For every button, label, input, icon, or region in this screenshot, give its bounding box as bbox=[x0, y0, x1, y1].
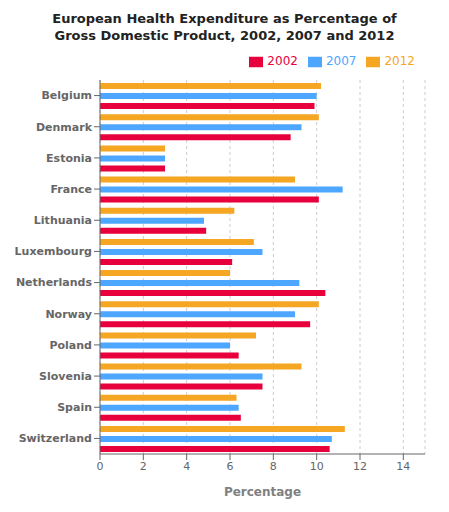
svg-text:10: 10 bbox=[310, 460, 324, 473]
svg-text:0: 0 bbox=[97, 460, 104, 473]
svg-text:Netherlands: Netherlands bbox=[16, 276, 93, 289]
svg-text:Estonia: Estonia bbox=[46, 152, 92, 165]
svg-text:Spain: Spain bbox=[57, 401, 92, 414]
svg-text:8: 8 bbox=[270, 460, 277, 473]
svg-text:Luxembourg: Luxembourg bbox=[15, 245, 92, 258]
svg-text:14: 14 bbox=[396, 460, 410, 473]
html-text:2007: 2007 bbox=[325, 54, 357, 68]
svg-text:2: 2 bbox=[140, 460, 147, 473]
svg-text:4: 4 bbox=[183, 460, 190, 473]
svg-text:Switzerland: Switzerland bbox=[19, 432, 92, 445]
svg-text:Percentage: Percentage bbox=[224, 485, 301, 499]
svg-text:12: 12 bbox=[353, 460, 367, 473]
html-text:2012: 2012 bbox=[384, 54, 415, 68]
svg-text:Belgium: Belgium bbox=[41, 89, 92, 102]
svg-text:Lithuania: Lithuania bbox=[34, 214, 92, 227]
svg-text:6: 6 bbox=[227, 460, 234, 473]
svg-text:Denmark: Denmark bbox=[36, 121, 93, 134]
svg-text:Norway: Norway bbox=[45, 308, 92, 321]
svg-text:Slovenia: Slovenia bbox=[39, 370, 92, 383]
html-text:European Health Expenditure as: European Health Expenditure as Percentag… bbox=[52, 11, 397, 43]
html-text:2002: 2002 bbox=[267, 54, 298, 68]
svg-text:Poland: Poland bbox=[49, 339, 92, 352]
svg-text:France: France bbox=[51, 183, 92, 196]
